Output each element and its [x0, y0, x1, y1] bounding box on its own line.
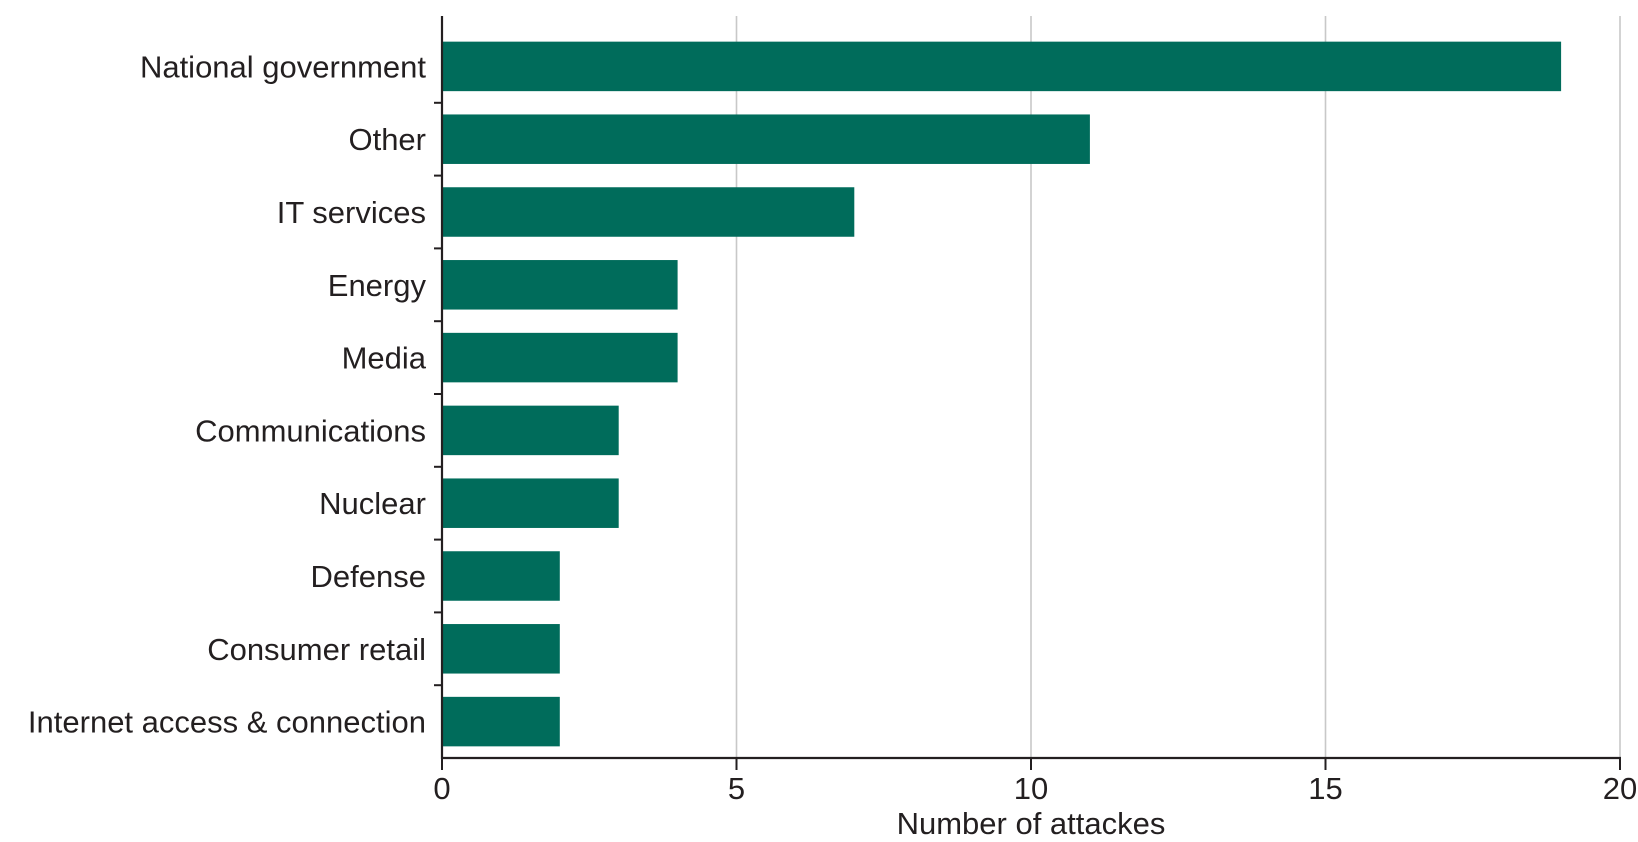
bar — [442, 187, 855, 237]
category-label: Energy — [328, 268, 427, 303]
category-label: Communications — [195, 413, 426, 448]
bar — [442, 478, 619, 528]
x-tick-label: 20 — [1603, 771, 1637, 806]
bar — [442, 260, 678, 310]
x-tick-labels: 0 5 10 15 20 — [433, 771, 1637, 806]
x-tick-label: 15 — [1308, 771, 1342, 806]
bar — [442, 332, 678, 383]
category-label: National government — [140, 49, 426, 84]
category-label: IT services — [277, 195, 426, 230]
bar — [442, 551, 560, 601]
x-tick-label: 5 — [728, 771, 745, 806]
bar — [442, 624, 560, 674]
x-axis-ticks — [441, 758, 1621, 770]
category-label: Media — [342, 341, 427, 376]
category-label: Consumer retail — [207, 632, 426, 667]
category-label: Internet access & connection — [28, 705, 426, 740]
category-label: Other — [348, 122, 426, 157]
bars — [442, 41, 1562, 747]
x-axis-title: Number of attackes — [897, 806, 1166, 841]
bar — [442, 696, 560, 747]
category-label: Nuclear — [319, 486, 426, 521]
category-labels: National government Other IT services Energ… — [28, 49, 427, 739]
x-tick-label: 10 — [1014, 771, 1048, 806]
bar — [442, 41, 1562, 92]
category-label: Defense — [311, 559, 426, 594]
y-axis-ticks — [434, 101, 442, 687]
x-tick-label: 0 — [433, 771, 450, 806]
bar — [442, 405, 619, 456]
bar — [442, 114, 1090, 164]
